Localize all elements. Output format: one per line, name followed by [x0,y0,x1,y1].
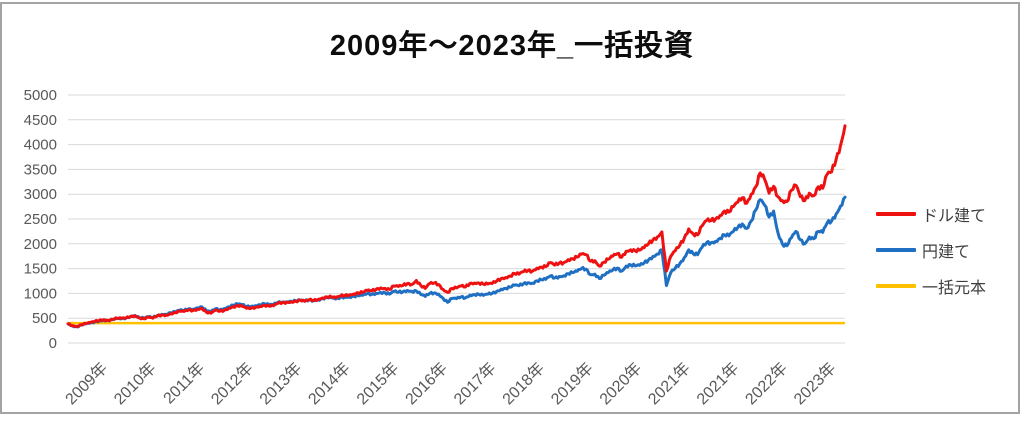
x-tick-label: 2019年 [548,359,597,408]
series-line-jpy [66,195,847,329]
x-tick-label: 2021年 [693,359,742,408]
y-tick-label: 2500 [24,211,57,228]
y-tick-label: 2000 [24,236,57,253]
x-tick-label: 2010年 [110,359,159,408]
y-tick-label: 3500 [24,161,57,178]
x-tick-label: 2022年 [742,359,791,408]
x-tick-label: 2016年 [402,359,451,408]
x-tick-label: 2012年 [208,359,257,408]
legend-line-usd-icon [876,212,916,216]
legend-item-principal: 一括元本 [876,268,986,304]
legend-label-usd: ドル建て [922,208,987,225]
x-tick-label: 2021年 [645,359,694,408]
x-tick-label: 2011年 [160,359,208,407]
legend-line-principal-icon [876,284,916,288]
legend-item-usd: ドル建て [876,196,986,232]
y-tick-label: 1000 [24,285,57,302]
y-tick-label: 500 [32,310,57,327]
x-tick-label: 2018年 [499,359,548,408]
x-tick-label: 2013年 [256,359,305,408]
y-tick-label: 4500 [24,112,57,129]
x-tick-label: 2009年 [62,359,111,408]
y-tick-label: 1500 [24,261,57,278]
y-tick-label: 0 [49,335,57,352]
x-tick-label: 2017年 [450,359,499,408]
legend: ドル建て 円建て 一括元本 [876,196,986,304]
y-tick-label: 4000 [24,137,57,154]
legend-label-jpy: 円建て [922,244,971,261]
chart-title: 2009年～2023年_一括投資 [329,30,695,62]
legend-line-jpy-icon [876,248,916,252]
x-tick-label: 2023年 [790,359,839,408]
legend-label-principal: 一括元本 [922,280,987,297]
y-tick-label: 3000 [24,186,57,203]
y-tick-label: 5000 [24,87,57,104]
series-line-usd [66,124,847,328]
x-tick-label: 2020年 [596,359,645,408]
x-tick-label: 2014年 [305,359,354,408]
chart-frame-border [0,2,1020,414]
x-tick-label: 2015年 [353,359,402,408]
legend-item-jpy: 円建て [876,232,986,268]
